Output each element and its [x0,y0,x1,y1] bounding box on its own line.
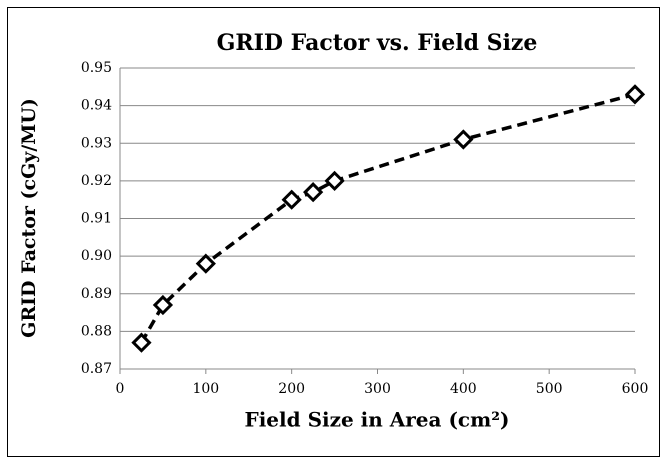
y-tick-label: 0.92 [81,173,112,189]
y-tick-label: 0.90 [81,248,112,264]
x-axis-label: Field Size in Area (cm²) [245,408,510,432]
x-tick-label: 600 [622,381,649,397]
y-tick-label: 0.88 [81,323,112,339]
data-point [195,253,216,274]
x-tick-label: 0 [116,381,125,397]
x-tick-label: 400 [450,381,477,397]
data-point [324,170,345,191]
x-tick-label: 500 [536,381,563,397]
y-axis-label: GRID Factor (cGy/MU) [18,98,40,338]
chart-title: GRID Factor vs. Field Size [217,30,538,56]
x-tick-label: 100 [192,381,219,397]
y-tick-label: 0.95 [81,60,112,76]
trend-line [139,92,636,344]
y-tick-label: 0.87 [81,361,112,377]
chart-border [7,7,660,457]
x-tick-label: 300 [364,381,391,397]
data-point [131,332,152,353]
data-point [281,189,302,210]
x-tick-label: 200 [278,381,305,397]
y-tick-label: 0.91 [81,211,112,227]
y-tick-label: 0.94 [81,98,112,114]
y-tick-label: 0.89 [81,286,112,302]
data-point [303,182,324,203]
data-point [624,84,646,105]
y-tick-label: 0.93 [81,135,112,151]
data-point [453,129,474,150]
data-point [152,294,174,316]
